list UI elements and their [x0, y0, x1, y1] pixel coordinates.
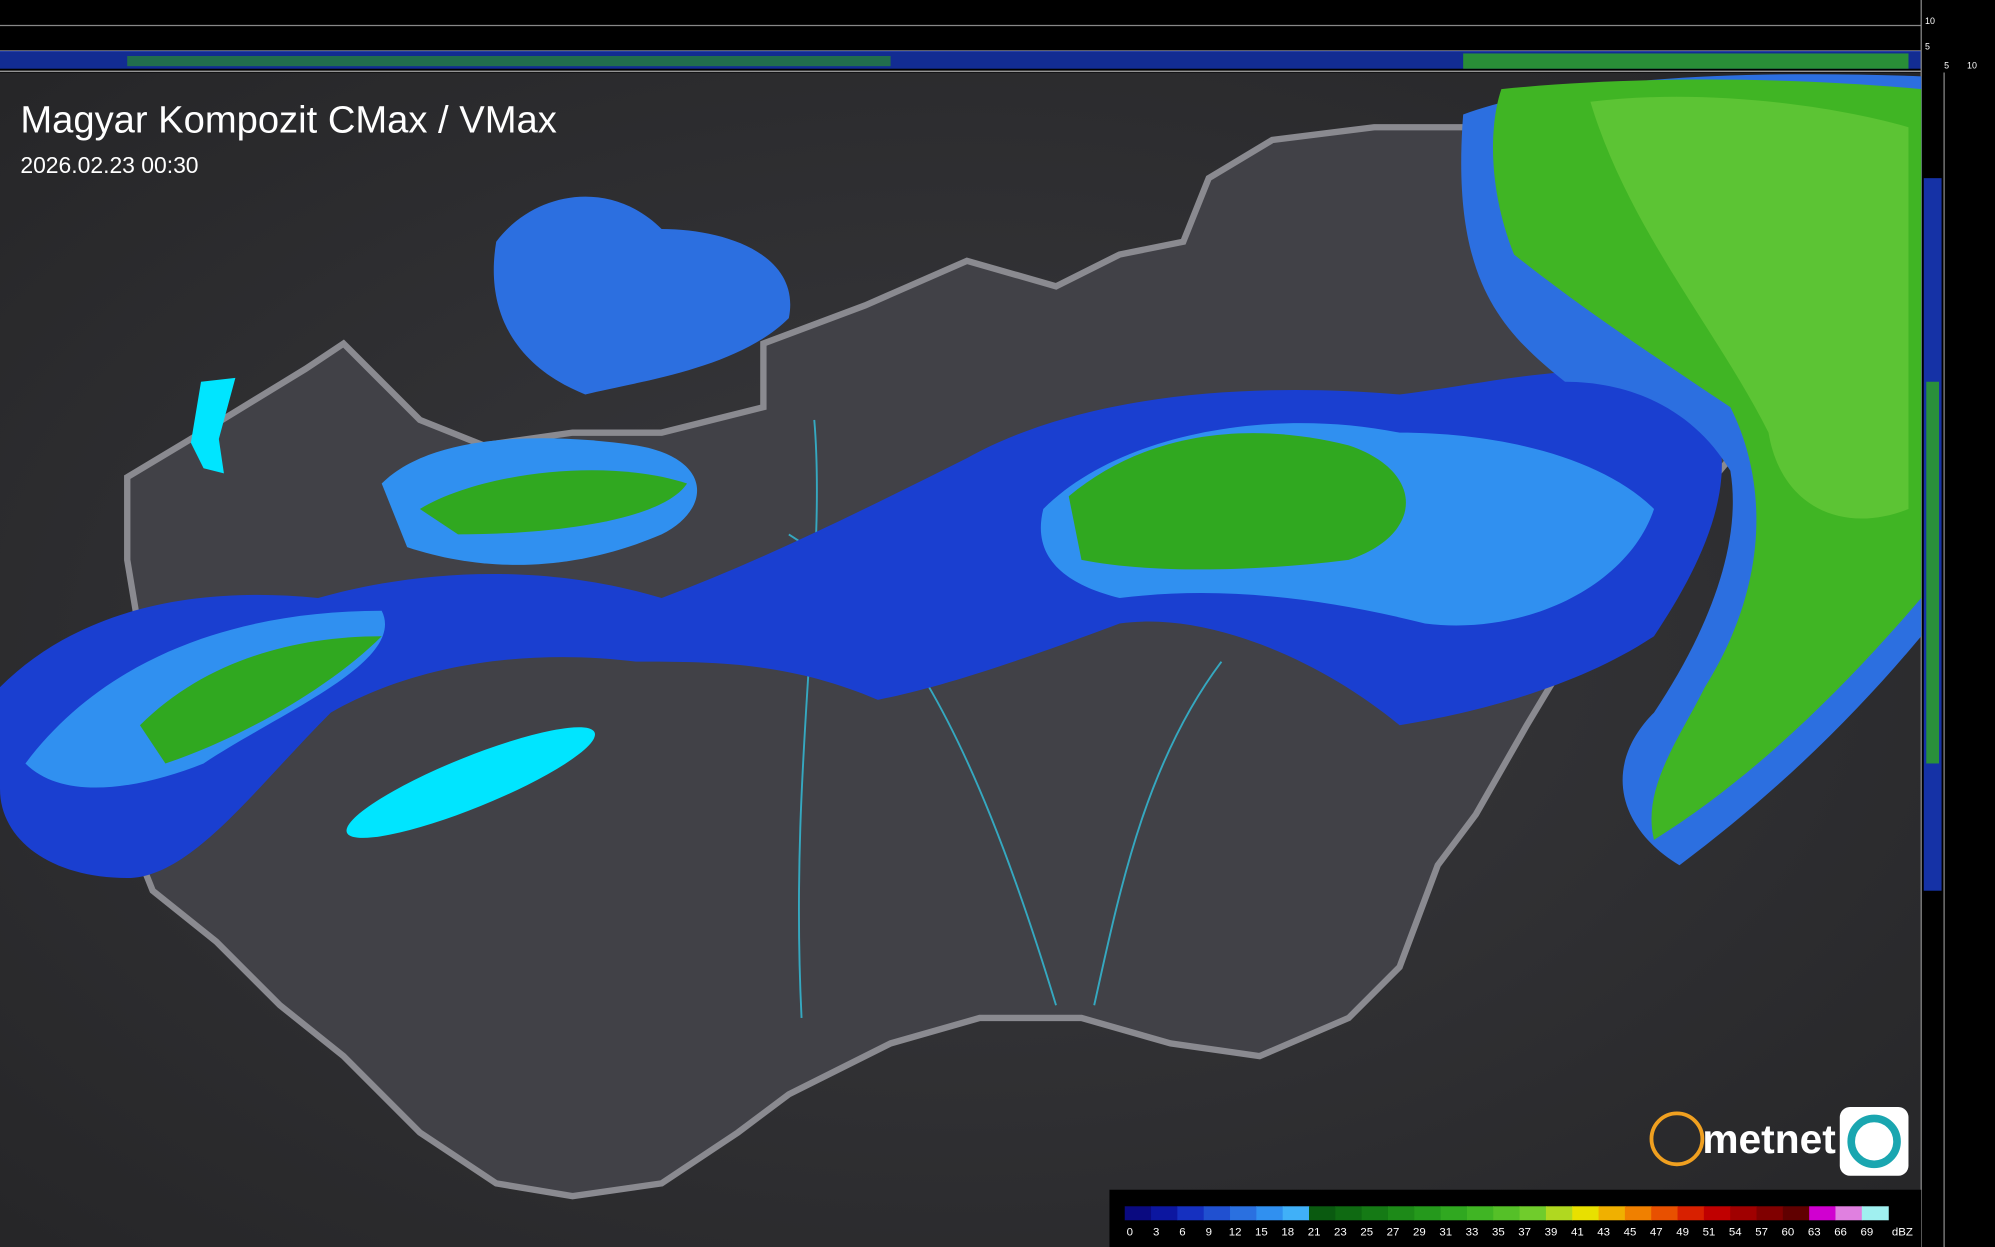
rain-echo [1068, 433, 1406, 570]
legend-label: 23 [1334, 1227, 1347, 1239]
legend-label: 6 [1179, 1227, 1185, 1239]
legend-swatch [1677, 1206, 1705, 1221]
legend-label: 47 [1650, 1227, 1663, 1239]
legend-swatch [1361, 1206, 1389, 1221]
strip-echo [1463, 53, 1909, 69]
legend-swatch [1782, 1206, 1810, 1221]
legend-label: 35 [1492, 1227, 1505, 1239]
legend-label: 9 [1206, 1227, 1212, 1239]
legend-swatch [1335, 1206, 1363, 1221]
legend-label: 60 [1782, 1227, 1795, 1239]
legend-label: 57 [1755, 1227, 1768, 1239]
lake [346, 727, 595, 838]
legend-label: 33 [1466, 1227, 1479, 1239]
legend-swatch [1861, 1206, 1889, 1221]
legend-label: 41 [1571, 1227, 1584, 1239]
rain-echo [139, 636, 382, 764]
legend-label: 12 [1229, 1227, 1242, 1239]
legend-label: 3 [1153, 1227, 1159, 1239]
legend-swatch [1519, 1206, 1547, 1221]
legend-label: 45 [1624, 1227, 1637, 1239]
legend-label: 0 [1127, 1227, 1133, 1239]
legend-swatch [1414, 1206, 1442, 1221]
legend-swatch [1493, 1206, 1521, 1221]
legend-swatch [1151, 1206, 1179, 1221]
title: Magyar Kompozit CMax / VMax [20, 98, 556, 141]
brand-name: metnet [1702, 1116, 1836, 1162]
legend-label: 43 [1597, 1227, 1610, 1239]
side-label: 5 [1944, 61, 1949, 71]
legend-swatch [1624, 1206, 1652, 1221]
legend-swatch [1177, 1206, 1205, 1221]
timestamp: 2026.02.23 00:30 [20, 152, 198, 178]
legend-label: 54 [1729, 1227, 1742, 1239]
legend-swatch [1598, 1206, 1626, 1221]
legend-swatch [1809, 1206, 1837, 1221]
legend-swatch [1256, 1206, 1284, 1221]
strip-echo [127, 55, 891, 67]
logo-sun [1649, 1111, 1705, 1167]
legend-label: 37 [1518, 1227, 1531, 1239]
legend-swatch [1756, 1206, 1784, 1221]
legend-label: 39 [1545, 1227, 1558, 1239]
legend-label: 66 [1834, 1227, 1847, 1239]
legend-swatch [1651, 1206, 1679, 1221]
legend-label: 18 [1281, 1227, 1294, 1239]
legend-swatch [1703, 1206, 1731, 1221]
legend-swatch [1440, 1206, 1468, 1221]
lake [190, 377, 236, 474]
legend: 0 3 6 9 12 15 18 21 23 25 27 29 31 33 35 37 39 41 43 45 47 49… [1124, 1206, 1913, 1239]
legend-label: 63 [1808, 1227, 1821, 1239]
legend-label: 15 [1255, 1227, 1268, 1239]
legend-label: 51 [1703, 1227, 1716, 1239]
logo: metnet [1649, 1107, 1909, 1176]
legend-label: 21 [1308, 1227, 1321, 1239]
strip-echo [1926, 381, 1940, 764]
rain-echo [419, 470, 688, 535]
legend-swatch [1466, 1206, 1494, 1221]
legend-swatch [1203, 1206, 1231, 1221]
legend-label: 25 [1360, 1227, 1373, 1239]
legend-swatch [1282, 1206, 1310, 1221]
legend-swatch [1230, 1206, 1257, 1221]
legend-swatch [1730, 1206, 1758, 1221]
legend-swatch [1124, 1206, 1152, 1221]
legend-label: 29 [1413, 1227, 1426, 1239]
side-label: 5 [1925, 42, 1930, 52]
legend-swatch [1545, 1206, 1573, 1221]
legend-label: 27 [1387, 1227, 1400, 1239]
rain-echo [1590, 96, 1909, 519]
legend-unit: dBZ [1892, 1227, 1913, 1239]
logo-swirl [1847, 1114, 1901, 1169]
legend-label: 31 [1439, 1227, 1452, 1239]
legend-swatch [1572, 1206, 1600, 1221]
legend-swatch [1387, 1206, 1415, 1221]
legend-label: 49 [1676, 1227, 1689, 1239]
rain-echo [493, 196, 791, 395]
legend-label: 69 [1861, 1227, 1874, 1239]
side-label: 10 [1925, 16, 1935, 26]
legend-swatch [1835, 1206, 1863, 1221]
side-label: 10 [1967, 61, 1977, 71]
legend-swatch [1308, 1206, 1336, 1221]
side-scale: 10 5 5 10 [1925, 16, 1977, 71]
